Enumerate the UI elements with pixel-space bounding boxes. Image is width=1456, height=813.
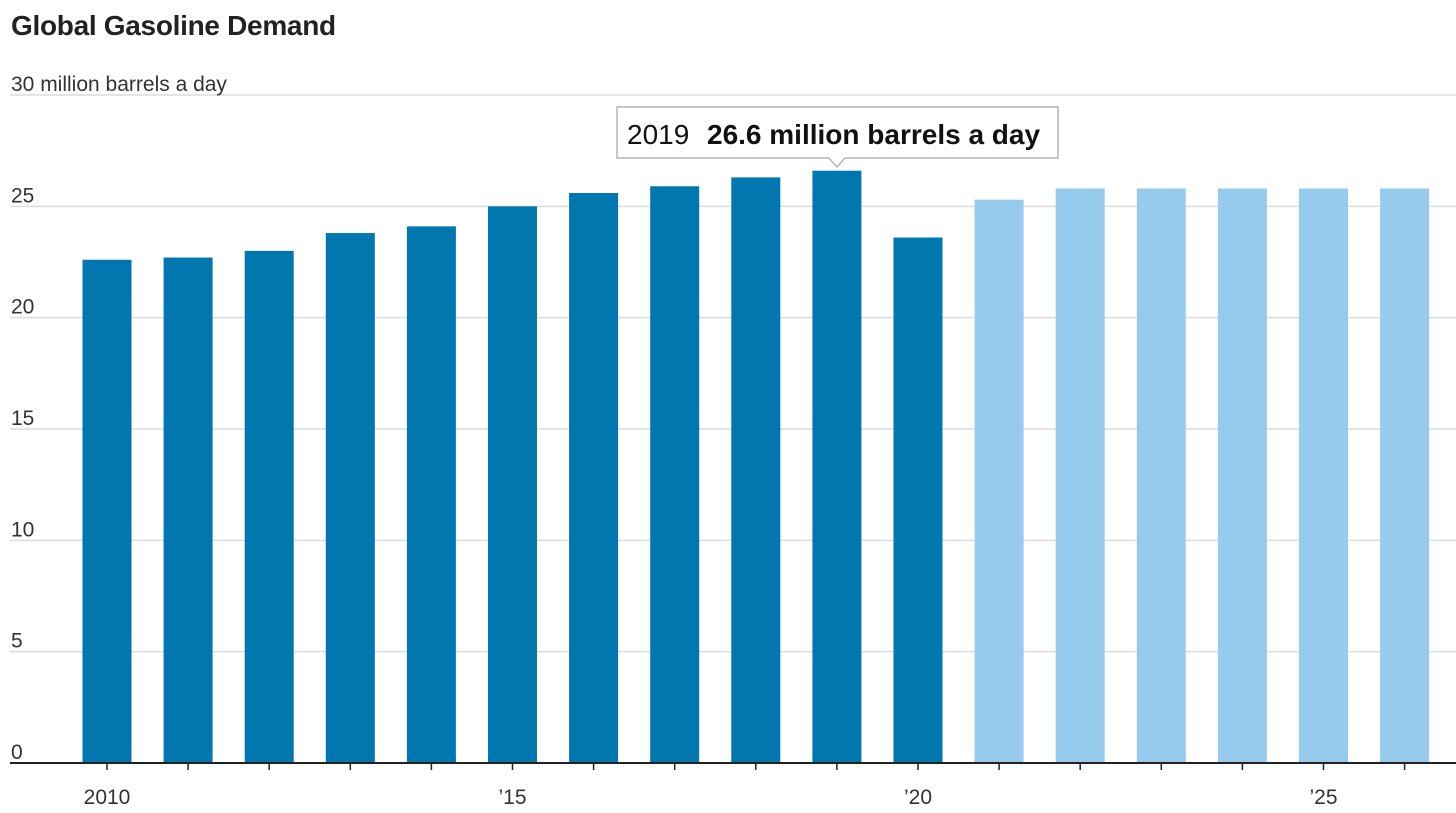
bar-2017 xyxy=(650,186,700,763)
tooltip-year: 2019 xyxy=(627,119,689,150)
bars xyxy=(82,170,1430,764)
y-tick-label: 20 xyxy=(11,296,34,319)
bar-2013 xyxy=(325,233,375,763)
bar-2026 xyxy=(1380,188,1430,763)
bar-2016 xyxy=(569,192,619,763)
tooltip: 2019 26.6 million barrels a day xyxy=(616,106,1059,169)
y-tick-label: 5 xyxy=(11,630,23,653)
y-tick-label: 25 xyxy=(11,184,34,207)
y-tick-label: 10 xyxy=(11,518,34,541)
bar-2024 xyxy=(1217,188,1267,763)
bar-2020 xyxy=(893,237,943,764)
bar-2011 xyxy=(163,257,213,763)
y-tick-label: 15 xyxy=(11,407,34,430)
bar-2018 xyxy=(731,177,781,764)
x-tick-label: 2010 xyxy=(84,786,131,809)
bar-2014 xyxy=(406,226,456,763)
bar-2023 xyxy=(1136,188,1186,763)
x-tick-label: ’25 xyxy=(1309,786,1337,809)
x-tick-label: ’20 xyxy=(904,786,932,809)
bar-2019 xyxy=(812,170,862,763)
tooltip-box xyxy=(616,106,1059,169)
x-axis: 2010 ’15 ’20 ’25 xyxy=(10,762,1456,809)
y-axis-labels: 30 million barrels a day 0 5 10 15 20 25 xyxy=(11,73,227,764)
y-axis-top-label: 30 million barrels a day xyxy=(11,73,227,96)
bar-2022 xyxy=(1055,188,1105,763)
y-tick-label: 0 xyxy=(11,741,23,764)
bar-2025 xyxy=(1299,188,1348,763)
bar-2012 xyxy=(244,250,294,763)
bar-2010 xyxy=(82,259,132,763)
bar-2021 xyxy=(974,199,1024,764)
bar-2015 xyxy=(488,206,537,764)
chart-title: Global Gasoline Demand xyxy=(11,10,336,41)
tooltip-value: 26.6 million barrels a day xyxy=(707,119,1040,150)
x-tick-label: ’15 xyxy=(498,786,526,809)
